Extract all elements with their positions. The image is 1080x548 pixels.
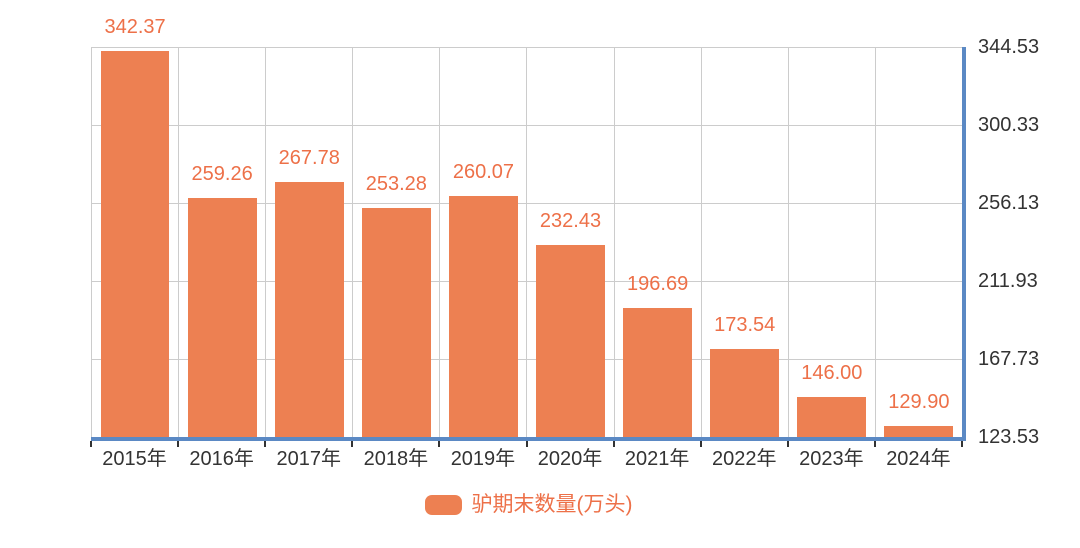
category-cells: 342.37 259.26 267.78 253.28 260.07 232.43 196.… bbox=[91, 16, 962, 437]
x-axis-label: 2018年 bbox=[363, 448, 429, 470]
value-label: 146.00 bbox=[801, 362, 863, 385]
x-axis-tick bbox=[699, 441, 702, 447]
category-cell: 196.69 bbox=[613, 47, 701, 437]
category-cell: 267.78 bbox=[265, 47, 352, 437]
y-axis-tick-label: 211.93 bbox=[978, 270, 1038, 292]
bar[interactable] bbox=[797, 397, 867, 437]
category-cell: 146.00 bbox=[787, 47, 875, 437]
category-cell: 259.26 bbox=[178, 47, 265, 437]
legend-swatch-icon bbox=[424, 495, 462, 515]
bar[interactable] bbox=[448, 196, 518, 437]
y-axis-tick-label: 344.53 bbox=[978, 36, 1040, 58]
x-axis-tick bbox=[612, 441, 615, 447]
category-cell: 173.54 bbox=[700, 47, 788, 437]
x-axis-label: 2019年 bbox=[450, 448, 516, 470]
bar[interactable] bbox=[187, 197, 257, 437]
value-label: 253.28 bbox=[365, 173, 427, 195]
x-axis-tick bbox=[264, 441, 267, 447]
x-axis-label: 2022年 bbox=[712, 448, 777, 470]
value-label: 232.43 bbox=[539, 209, 602, 232]
x-axis-tick bbox=[525, 441, 528, 447]
value-label: 173.54 bbox=[714, 313, 776, 336]
x-axis-tick bbox=[438, 441, 441, 447]
value-label: 267.78 bbox=[278, 147, 340, 170]
bar[interactable] bbox=[536, 244, 605, 437]
value-label: 342.37 bbox=[104, 15, 166, 38]
x-axis-tick bbox=[873, 441, 876, 447]
legend-label: 驴期末数量(万头) bbox=[471, 493, 633, 516]
category-cell: 232.43 bbox=[526, 47, 613, 437]
value-label: 259.26 bbox=[191, 162, 253, 185]
bar[interactable] bbox=[100, 50, 170, 437]
bar[interactable] bbox=[623, 307, 693, 437]
x-axis-label: 2023年 bbox=[799, 448, 864, 470]
category-cell: 253.28 bbox=[352, 47, 439, 437]
x-axis-tick bbox=[961, 441, 963, 447]
y-axis-tick-label: 300.33 bbox=[978, 114, 1040, 136]
legend[interactable]: 驴期末数量(万头) bbox=[91, 492, 966, 518]
x-axis-tick bbox=[351, 441, 354, 447]
y-axis-tick-label: 256.13 bbox=[978, 192, 1040, 214]
category-cell: 260.07 bbox=[439, 47, 526, 437]
bar[interactable] bbox=[710, 348, 780, 437]
x-axis-label: 2024年 bbox=[886, 448, 951, 470]
value-label: 260.07 bbox=[452, 161, 515, 183]
x-axis-label: 2017年 bbox=[276, 448, 342, 470]
x-axis-tick bbox=[177, 441, 180, 447]
x-axis-label: 2016年 bbox=[189, 448, 254, 470]
y-axis-tick-label: 167.73 bbox=[978, 348, 1040, 370]
category-cell: 129.90 bbox=[874, 47, 962, 437]
x-axis-label: 2020年 bbox=[537, 448, 603, 470]
x-axis-tick bbox=[90, 441, 92, 447]
category-cell: 342.37 bbox=[91, 16, 178, 437]
plot-area: 342.37 259.26 267.78 253.28 260.07 232.43 196.… bbox=[91, 16, 966, 441]
x-axis-label: 2021年 bbox=[624, 448, 690, 470]
bar[interactable] bbox=[884, 425, 954, 437]
x-axis-tick bbox=[786, 441, 789, 447]
x-axis-label: 2015年 bbox=[102, 448, 167, 470]
value-label: 129.90 bbox=[888, 390, 950, 413]
bar[interactable] bbox=[361, 208, 431, 437]
value-label: 196.69 bbox=[627, 272, 689, 295]
bar[interactable] bbox=[274, 182, 344, 437]
y-axis-tick-label: 123.53 bbox=[978, 426, 1040, 448]
